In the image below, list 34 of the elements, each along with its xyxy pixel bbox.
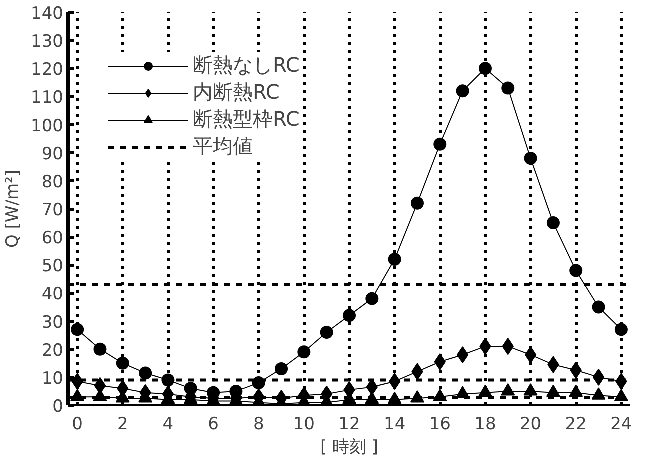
y-tick-label: 70 — [42, 200, 64, 220]
legend-label: 内断熱RC — [193, 79, 280, 106]
y-tick-label: 120 — [31, 60, 64, 80]
x-tick-label: 10 — [293, 414, 315, 434]
x-tick-label: 24 — [610, 414, 632, 434]
x-tick-label: 6 — [208, 414, 219, 434]
x-tick-label: 22 — [565, 414, 587, 434]
legend-label: 平均値 — [193, 133, 253, 160]
x-tick-label: 18 — [474, 414, 496, 434]
y-tick-label: 30 — [42, 312, 64, 333]
legend-label: 断熱型枠RC — [193, 106, 300, 133]
x-axis-title: [ 時刻 ] — [320, 438, 379, 458]
y-tick-label: 110 — [31, 88, 64, 108]
y-tick-label: 90 — [42, 144, 64, 164]
x-tick-label: 2 — [117, 414, 128, 434]
y-axis-title: Q [W/m²] — [3, 170, 24, 248]
y-tick-label: 0 — [52, 397, 64, 417]
x-tick-label: 0 — [72, 414, 83, 434]
y-tick-label: 60 — [42, 228, 64, 249]
x-tick-label: 14 — [384, 414, 406, 434]
y-tick-label: 20 — [42, 340, 64, 361]
y-tick-label: 130 — [31, 32, 64, 52]
legend-label: 断熱なしRC — [193, 52, 300, 79]
y-tick-label: 100 — [31, 116, 64, 136]
x-tick-label: 16 — [429, 414, 451, 434]
y-tick-label: 50 — [42, 256, 64, 277]
x-tick-label: 12 — [338, 414, 360, 434]
y-tick-label: 40 — [42, 284, 64, 305]
y-tick-label: 10 — [42, 368, 64, 389]
y-tick-label: 140 — [31, 4, 64, 24]
x-tick-label: 20 — [520, 414, 542, 434]
y-tick-label: 80 — [42, 172, 64, 192]
x-tick-label: 4 — [162, 414, 174, 434]
x-tick-label: 8 — [253, 414, 264, 434]
